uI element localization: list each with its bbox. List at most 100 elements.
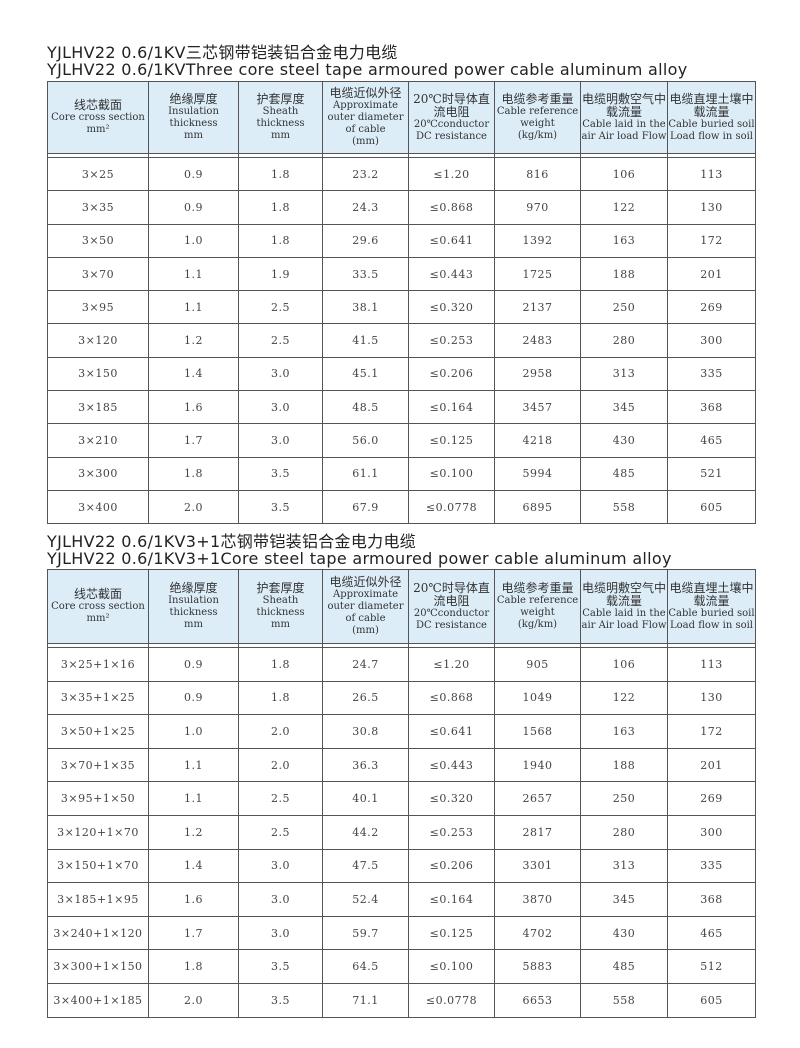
column-header: 电缆近似外径 Approximate outer diameter of cabl…	[322, 569, 409, 644]
header-row: 线芯截面 Core cross section mm² 绝缘厚度 Insulation …	[47, 569, 756, 644]
table-cell: 45.1	[322, 356, 409, 392]
spec-table-three-core: 线芯截面 Core cross section mm² 绝缘厚度 Insulation …	[47, 81, 756, 525]
table-cell: 1.0	[148, 223, 239, 258]
table-row: 3×120 1.2 2.5 41.5 ≤0.253 2483 280 300	[47, 323, 756, 358]
table-cell: 67.9	[322, 489, 409, 525]
table-cell: 465	[667, 915, 756, 951]
column-header-unit: mm	[184, 619, 203, 630]
table-row: 3×185+1×95 1.6 3.0 52.4 ≤0.164 3870 345 368	[47, 882, 756, 917]
table-cell: ≤0.443	[408, 256, 495, 292]
table-cell: 3×25+1×16	[47, 647, 149, 682]
table-cell: ≤0.0778	[408, 489, 495, 525]
column-header: 线芯截面 Core cross section mm²	[47, 81, 149, 154]
table-cell: 1.8	[238, 223, 323, 258]
table-cell: 59.7	[322, 915, 409, 951]
table-cell: 2.0	[238, 747, 323, 783]
table-cell: ≤0.0778	[408, 982, 495, 1018]
column-header: 电缆明敷空气中载流量 Cable laid in the air Air load…	[580, 81, 668, 154]
spacer-cell	[667, 643, 756, 648]
table-cell: 269	[667, 290, 756, 325]
column-header-zh: 电缆明敷空气中载流量	[581, 91, 666, 119]
table-cell: 512	[667, 949, 756, 984]
table-row: 3×240+1×120 1.7 3.0 59.7 ≤0.125 4702 430 465	[47, 915, 756, 951]
table-cell: 1.4	[148, 356, 239, 392]
column-header: 电缆近似外径 Approximate outer diameter of cabl…	[322, 81, 409, 154]
table-cell: 3×120	[47, 323, 149, 358]
table-row: 3×150 1.4 3.0 45.1 ≤0.206 2958 313 335	[47, 356, 756, 392]
table-cell: 1.4	[148, 848, 239, 884]
column-header-unit: (kg/km)	[517, 130, 558, 141]
table-cell: 38.1	[322, 290, 409, 325]
table-cell: 56.0	[322, 423, 409, 458]
column-header-zh: 20℃时导体直流电阻	[413, 91, 490, 119]
table-cell: 1.7	[148, 915, 239, 951]
table2-title: YJLHV22 0.6/1KV3+1芯钢带铠装铝合金电力电缆 YJLHV22 0…	[47, 533, 672, 567]
table-cell: 3301	[494, 848, 581, 884]
table-cell: 201	[667, 256, 756, 292]
table-cell: 5883	[494, 949, 581, 984]
table-cell: 3×185+1×95	[47, 882, 149, 917]
table-cell: 1.0	[148, 714, 239, 749]
table-cell: 1.9	[238, 256, 323, 292]
table-row: 3×95+1×50 1.1 2.5 40.1 ≤0.320 2657 250 269	[47, 781, 756, 816]
column-header-unit: mm	[271, 130, 290, 141]
table-cell: 558	[580, 982, 668, 1018]
table-cell: 3×240+1×120	[47, 915, 149, 951]
table-cell: 44.2	[322, 814, 409, 850]
table-cell: 816	[494, 156, 581, 192]
table-cell: 905	[494, 647, 581, 682]
table-cell: 250	[580, 290, 668, 325]
table-cell: 1.6	[148, 882, 239, 917]
table-cell: 485	[580, 456, 668, 491]
column-header-en: Insulation thickness	[168, 595, 219, 618]
table-cell: ≤0.164	[408, 882, 495, 917]
table-cell: 3.0	[238, 356, 323, 392]
column-header: 线芯截面 Core cross section mm²	[47, 569, 149, 644]
table-cell: 1.8	[238, 156, 323, 192]
table-cell: 52.4	[322, 882, 409, 917]
table-cell: 4702	[494, 915, 581, 951]
table-cell: 1.1	[148, 747, 239, 783]
table-cell: 24.3	[322, 190, 409, 225]
table-row: 3×300 1.8 3.5 61.1 ≤0.100 5994 485 521	[47, 456, 756, 491]
table-cell: 1.1	[148, 290, 239, 325]
column-header-zh: 线芯截面	[73, 98, 122, 112]
table-cell: 3457	[494, 390, 581, 425]
table-cell: 335	[667, 356, 756, 392]
table-cell: 2.5	[238, 781, 323, 816]
table-cell: 335	[667, 848, 756, 884]
table-cell: 1.8	[238, 680, 323, 716]
table-cell: 1.2	[148, 814, 239, 850]
header-row: 线芯截面 Core cross section mm² 绝缘厚度 Insulation …	[47, 81, 756, 154]
column-header: 电缆明敷空气中载流量 Cable laid in the air Air load…	[580, 569, 668, 644]
table-cell: 269	[667, 781, 756, 816]
column-header-unit: mm²	[86, 124, 110, 135]
table-cell: 430	[580, 423, 668, 458]
table-cell: 3.0	[238, 390, 323, 425]
column-header: 电缆直埋土壤中载流量 Cable buried soil Load flow in…	[667, 569, 756, 644]
column-header-en: Core cross section	[51, 601, 145, 612]
table-cell: ≤0.868	[408, 680, 495, 716]
column-header-en: Cable reference weight	[496, 595, 579, 618]
column-header-zh: 20℃时导体直流电阻	[413, 580, 490, 608]
table-cell: 2657	[494, 781, 581, 816]
table-cell: 188	[580, 256, 668, 292]
table-cell: 3×95	[47, 290, 149, 325]
table-cell: 3.0	[238, 882, 323, 917]
spec-table-3plus1-core: 线芯截面 Core cross section mm² 绝缘厚度 Insulation …	[47, 569, 756, 1018]
table-row: 3×400+1×185 2.0 3.5 71.1 ≤0.0778 6653 558 605	[47, 982, 756, 1018]
table-cell: 3×95+1×50	[47, 781, 149, 816]
table-cell: 1725	[494, 256, 581, 292]
table-cell: ≤0.125	[408, 915, 495, 951]
table-cell: 3.5	[238, 489, 323, 525]
table-cell: 130	[667, 680, 756, 716]
table-row: 3×50 1.0 1.8 29.6 ≤0.641 1392 163 172	[47, 223, 756, 258]
table-cell: 40.1	[322, 781, 409, 816]
table-cell: 3.0	[238, 423, 323, 458]
table-cell: 3×300	[47, 456, 149, 491]
table1-title-en: YJLHV22 0.6/1KVThree core steel tape arm…	[47, 60, 688, 79]
table-cell: 2.0	[238, 714, 323, 749]
table2-title-zh: YJLHV22 0.6/1KV3+1芯钢带铠装铝合金电力电缆	[47, 532, 417, 551]
table-cell: 163	[580, 223, 668, 258]
table-cell: 122	[580, 680, 668, 716]
